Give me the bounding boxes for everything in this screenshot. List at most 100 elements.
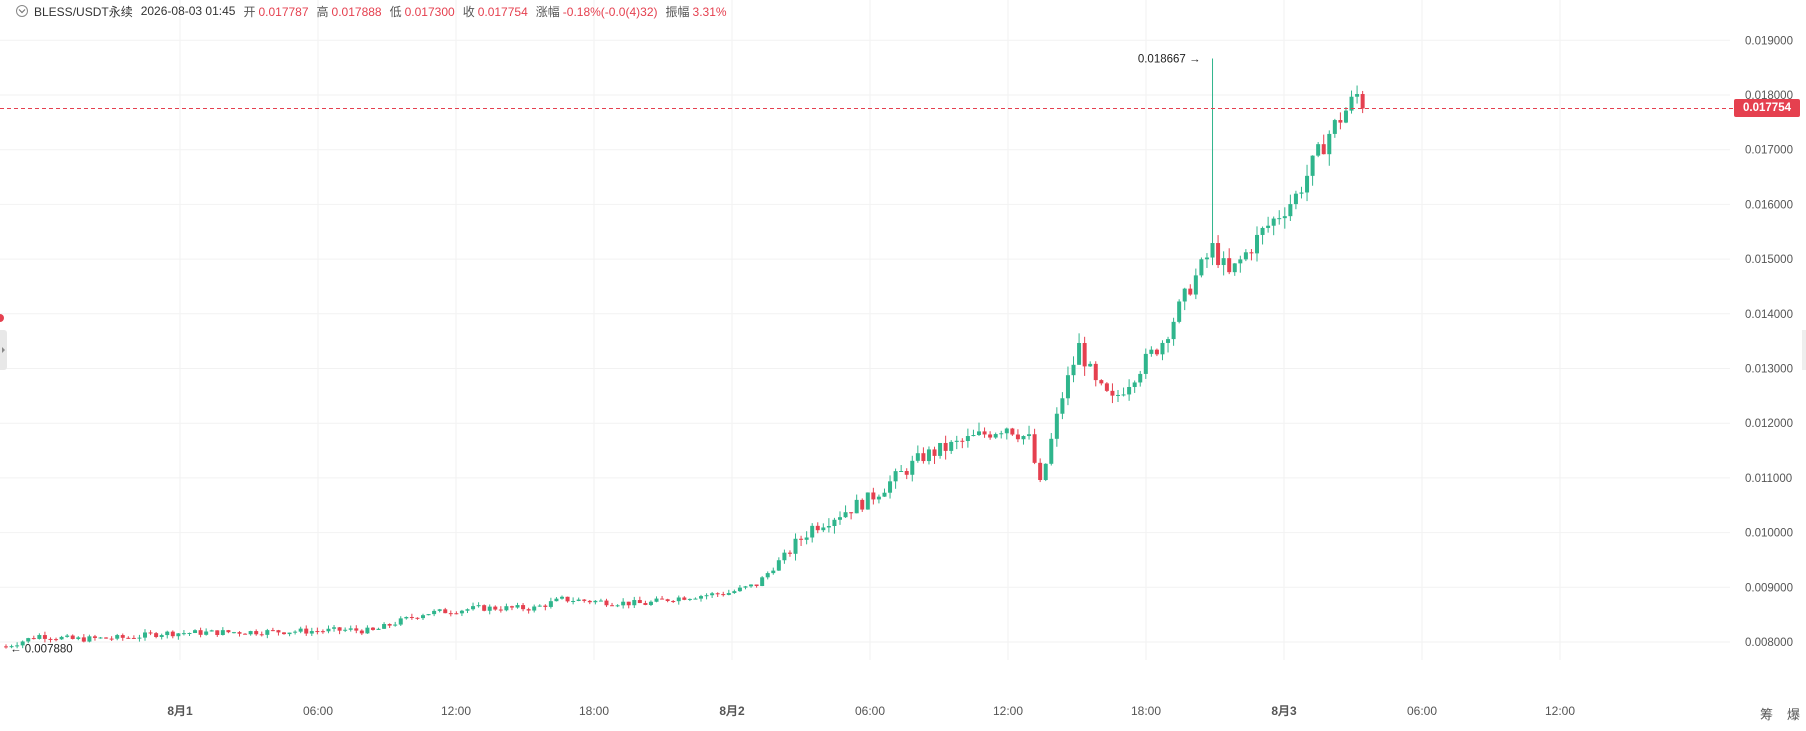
- candle[interactable]: [821, 523, 826, 533]
- left-panel-handle[interactable]: [0, 330, 7, 370]
- candle[interactable]: [482, 604, 487, 612]
- candle[interactable]: [726, 589, 731, 596]
- candle[interactable]: [1227, 248, 1232, 275]
- candle[interactable]: [493, 605, 498, 611]
- candle[interactable]: [815, 522, 820, 534]
- candle[interactable]: [120, 633, 125, 641]
- candle[interactable]: [960, 438, 965, 449]
- candle[interactable]: [838, 511, 842, 525]
- candle[interactable]: [1277, 210, 1282, 225]
- candle[interactable]: [1288, 194, 1293, 221]
- candle[interactable]: [1065, 366, 1070, 406]
- candle[interactable]: [1027, 425, 1032, 440]
- candle[interactable]: [565, 596, 570, 603]
- candle[interactable]: [1260, 226, 1265, 245]
- candle[interactable]: [804, 531, 809, 545]
- candle[interactable]: [215, 630, 220, 637]
- candle[interactable]: [910, 455, 915, 482]
- candle[interactable]: [1082, 336, 1087, 376]
- candle[interactable]: [104, 637, 109, 639]
- candle[interactable]: [81, 634, 86, 643]
- candle[interactable]: [204, 628, 209, 636]
- candle[interactable]: [337, 627, 342, 635]
- candle[interactable]: [521, 603, 526, 612]
- candle[interactable]: [137, 634, 142, 642]
- candle[interactable]: [487, 604, 492, 615]
- candle[interactable]: [1299, 186, 1304, 199]
- candle[interactable]: [1038, 458, 1043, 483]
- candle[interactable]: [643, 600, 648, 606]
- candle[interactable]: [298, 626, 303, 634]
- candle[interactable]: [398, 616, 403, 627]
- candle[interactable]: [576, 597, 581, 602]
- candle[interactable]: [682, 596, 687, 601]
- candle[interactable]: [304, 625, 309, 636]
- candle[interactable]: [593, 600, 598, 605]
- candle[interactable]: [143, 629, 147, 641]
- candle[interactable]: [359, 629, 364, 636]
- candle[interactable]: [1321, 134, 1326, 155]
- candle[interactable]: [1077, 333, 1082, 365]
- candle[interactable]: [687, 598, 692, 602]
- candle[interactable]: [98, 636, 103, 639]
- candle[interactable]: [843, 505, 848, 518]
- candle[interactable]: [860, 498, 865, 512]
- candle[interactable]: [1116, 389, 1120, 402]
- candle[interactable]: [332, 625, 337, 632]
- candle[interactable]: [1049, 433, 1054, 466]
- candle[interactable]: [165, 630, 170, 639]
- candle[interactable]: [1071, 356, 1076, 383]
- candle[interactable]: [737, 585, 742, 592]
- candle[interactable]: [560, 595, 564, 600]
- candle[interactable]: [1166, 336, 1171, 353]
- candle[interactable]: [309, 627, 314, 636]
- candle[interactable]: [1327, 130, 1332, 166]
- candle[interactable]: [799, 535, 804, 546]
- candle[interactable]: [115, 633, 120, 641]
- candle[interactable]: [343, 627, 348, 633]
- candle[interactable]: [1010, 427, 1015, 436]
- candle[interactable]: [1193, 268, 1198, 300]
- candle[interactable]: [988, 431, 993, 440]
- candle[interactable]: [1127, 379, 1132, 401]
- candle[interactable]: [888, 475, 893, 499]
- candle[interactable]: [1249, 249, 1254, 261]
- candle[interactable]: [977, 422, 981, 437]
- candle[interactable]: [771, 567, 776, 575]
- candle[interactable]: [159, 633, 164, 640]
- candle[interactable]: [187, 632, 192, 636]
- candle[interactable]: [598, 598, 603, 602]
- candle[interactable]: [610, 602, 615, 607]
- candle[interactable]: [632, 596, 637, 609]
- candle[interactable]: [354, 625, 359, 634]
- candle[interactable]: [621, 598, 626, 609]
- candle[interactable]: [1266, 216, 1271, 233]
- candle[interactable]: [710, 591, 715, 598]
- candle[interactable]: [1349, 90, 1354, 114]
- candle[interactable]: [1238, 255, 1243, 273]
- candle[interactable]: [432, 609, 437, 617]
- candle[interactable]: [404, 616, 409, 620]
- candle[interactable]: [287, 632, 292, 637]
- candle[interactable]: [254, 629, 259, 636]
- candle[interactable]: [532, 604, 537, 613]
- candle[interactable]: [882, 488, 887, 497]
- candle[interactable]: [949, 440, 954, 454]
- candle[interactable]: [365, 625, 370, 634]
- candle[interactable]: [1338, 112, 1343, 130]
- candle[interactable]: [231, 631, 236, 634]
- candle[interactable]: [1204, 253, 1209, 268]
- candle[interactable]: [193, 629, 198, 634]
- candles[interactable]: [4, 58, 1365, 649]
- candle[interactable]: [754, 584, 759, 588]
- candle[interactable]: [982, 427, 987, 438]
- chevron-down-icon[interactable]: [16, 5, 28, 17]
- candle[interactable]: [554, 597, 559, 602]
- candle[interactable]: [1032, 428, 1037, 465]
- candle[interactable]: [926, 446, 931, 465]
- candle[interactable]: [320, 629, 325, 634]
- candle[interactable]: [409, 613, 414, 620]
- candle[interactable]: [1282, 207, 1287, 229]
